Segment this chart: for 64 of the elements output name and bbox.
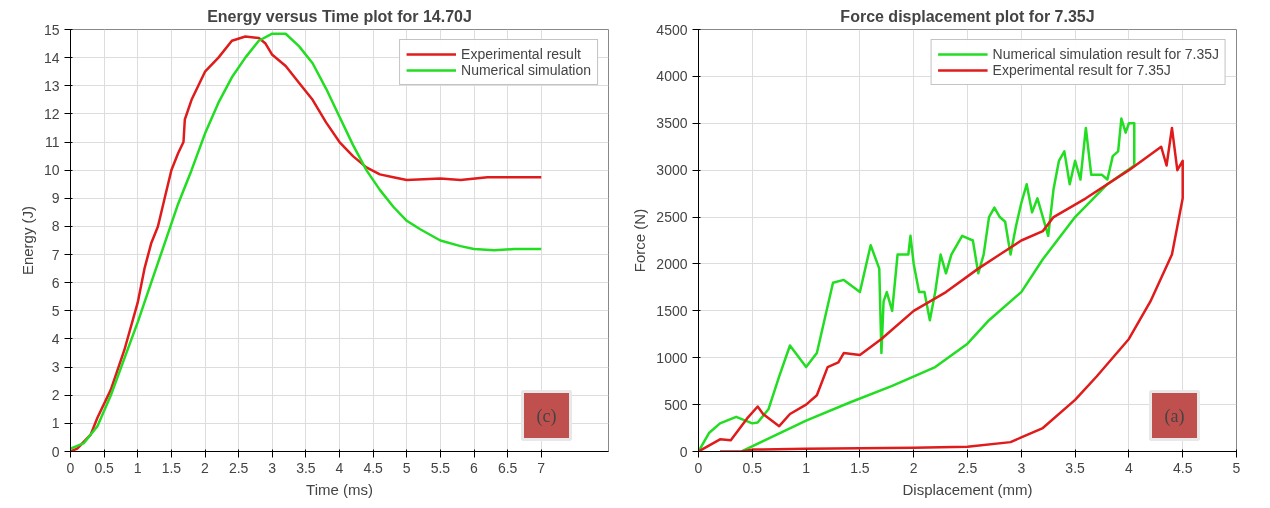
x-tick-label: 0.5 [742,459,763,476]
y-tick-label: 13 [43,77,60,94]
y-tick-label: 1 [51,415,60,432]
x-tick-label: 6 [470,459,479,476]
y-tick-label: 500 [664,396,688,413]
y-tick-label: 10 [43,162,60,179]
y-tick-label: 3000 [656,162,688,179]
x-tick-label: 3 [268,459,277,476]
x-tick-label: 0 [694,459,703,476]
x-tick-label: 5 [1232,459,1241,476]
annotation: (c) [536,405,557,427]
y-tick-label: 9 [51,190,60,207]
x-tick-label: 1 [133,459,142,476]
x-tick-label: 1.5 [161,459,182,476]
x-axis-title: Time (ms) [306,480,373,498]
y-tick-label: 15 [43,21,60,38]
chart-title: Force displacement plot for 7.35J [840,7,1095,25]
legend-label: Numerical simulation result for 7.35J [992,46,1219,62]
x-tick-label: 4 [335,459,344,476]
x-tick-label: 0.5 [94,459,115,476]
y-tick-label: 12 [43,105,60,122]
x-tick-label: 3.5 [1065,459,1086,476]
y-tick-label: 0 [679,443,688,460]
x-tick-label: 3.5 [296,459,316,476]
y-tick-label: 0 [51,443,60,460]
y-tick-label: 2000 [656,255,688,272]
y-tick-label: 3 [51,359,60,376]
x-tick-label: 7 [537,459,546,476]
y-tick-label: 4 [51,330,60,347]
y-axis-title: Force (N) [631,208,649,273]
y-tick-label: 2 [51,387,60,404]
x-tick-label: 6.5 [497,459,518,476]
legend-label: Numerical simulation [461,62,591,78]
x-tick-label: 1 [802,459,811,476]
y-tick-label: 1000 [656,349,688,366]
y-axis-title: Energy (J) [18,205,36,276]
x-tick-label: 2 [201,459,210,476]
y-tick-label: 14 [43,49,60,66]
y-tick-label: 8 [51,218,60,235]
x-tick-label: 5.5 [430,459,451,476]
x-tick-label: 5 [402,459,411,476]
x-axis-title: Displacement (mm) [902,480,1033,498]
y-tick-label: 7 [51,246,60,263]
x-tick-label: 4.5 [363,459,384,476]
annotation: (a) [1164,405,1185,427]
y-tick-label: 5 [51,302,60,319]
x-tick-label: 4.5 [1172,459,1193,476]
y-tick-label: 3500 [656,115,688,132]
y-tick-label: 2500 [656,209,688,226]
x-tick-label: 0 [66,459,75,476]
y-tick-label: 6 [51,274,60,291]
chart-title: Energy versus Time plot for 14.70J [207,7,472,25]
y-tick-label: 4000 [656,68,688,85]
x-tick-label: 4 [1125,459,1134,476]
legend-label: Experimental result [461,46,581,62]
y-tick-label: 4500 [656,21,688,38]
x-tick-label: 1.5 [850,459,870,476]
x-tick-label: 2.5 [957,459,978,476]
x-tick-label: 2 [909,459,918,476]
legend-label: Experimental result for 7.35J [992,62,1171,78]
x-tick-label: 3 [1017,459,1026,476]
y-tick-label: 11 [44,134,60,151]
y-tick-label: 1500 [656,302,688,319]
x-tick-label: 2.5 [228,459,249,476]
